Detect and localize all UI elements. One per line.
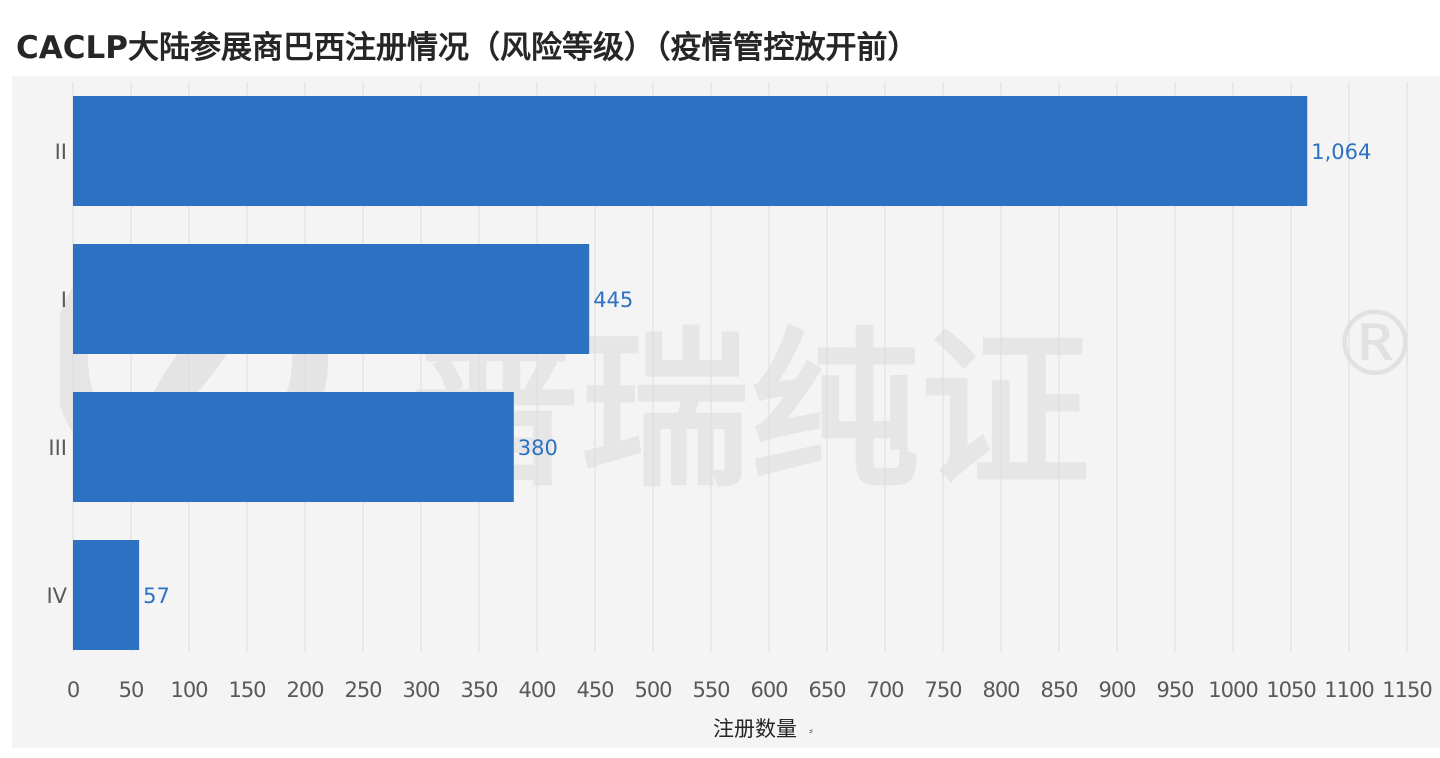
x-tick-label: 1150 xyxy=(1382,678,1431,702)
x-tick-label: 300 xyxy=(402,678,439,702)
x-tick-label: 900 xyxy=(1098,678,1135,702)
x-tick-label: 350 xyxy=(460,678,497,702)
x-tick-label: 750 xyxy=(924,678,961,702)
x-tick-label: 100 xyxy=(170,678,207,702)
x-tick-label: 550 xyxy=(692,678,729,702)
category-label: I xyxy=(61,288,67,312)
x-tick-label: 800 xyxy=(982,678,1019,702)
x-tick-label: 400 xyxy=(518,678,555,702)
x-axis-title: 注册数量 xyxy=(713,717,797,741)
bar-value-label: 380 xyxy=(518,436,558,460)
category-label: II xyxy=(55,140,67,164)
bars xyxy=(73,96,1308,650)
x-tick-label: 200 xyxy=(286,678,323,702)
bar-III xyxy=(73,392,514,502)
x-tick-label: 850 xyxy=(1040,678,1077,702)
x-tick-label: 0 xyxy=(67,678,79,702)
x-tick-label: 650 xyxy=(808,678,845,702)
x-tick-label: 500 xyxy=(634,678,671,702)
bar-value-label: 57 xyxy=(143,584,170,608)
x-tick-label: 700 xyxy=(866,678,903,702)
bar-value-label: 445 xyxy=(593,288,633,312)
x-tick-label: 150 xyxy=(228,678,265,702)
bar-IV xyxy=(73,540,140,650)
x-tick-label: 950 xyxy=(1156,678,1193,702)
x-axis-title-marker: ⸗ xyxy=(809,724,813,737)
category-label: IV xyxy=(46,584,67,608)
x-tick-label: 1050 xyxy=(1266,678,1315,702)
bar-value-label: 1,064 xyxy=(1311,140,1371,164)
bar-value-labels: 1,064 445 380 57 xyxy=(143,140,1371,608)
x-tick-label: 600 xyxy=(750,678,787,702)
x-tick-label: 1100 xyxy=(1324,678,1373,702)
x-tick-label: 250 xyxy=(344,678,381,702)
bar-II xyxy=(73,96,1308,206)
x-tick-label: 1000 xyxy=(1208,678,1257,702)
bar-I xyxy=(73,244,590,354)
x-tick-label: 450 xyxy=(576,678,613,702)
x-tick-labels: 0 50 100 150 200 250 300 350 400 450 500 550 600 650 7… xyxy=(67,678,1433,702)
x-tick-label: 50 xyxy=(119,678,144,702)
chart-title: CACLP大陆参展商巴西注册情况（风险等级）（疫情管控放开前） xyxy=(16,30,919,66)
category-label: III xyxy=(48,436,67,460)
